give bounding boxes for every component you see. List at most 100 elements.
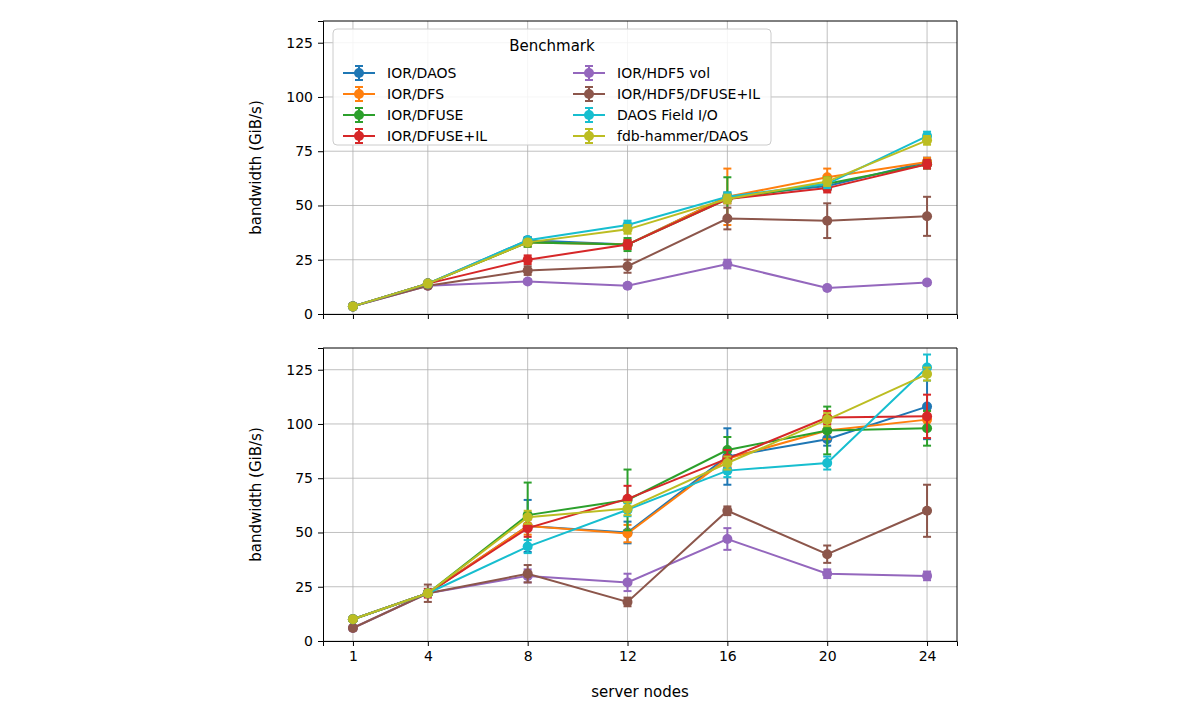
x-tick: 16 (719, 641, 737, 664)
error-bar (524, 255, 532, 264)
error-bar-cap (524, 523, 532, 525)
error-bar (923, 197, 931, 236)
x-tick-mark (827, 314, 828, 319)
grid-line-y (323, 532, 957, 533)
error-bar (624, 574, 632, 591)
y-tick: 75 (295, 470, 323, 486)
y-tick: 125 (286, 35, 323, 51)
y-tick-label: 50 (295, 524, 313, 540)
marker (348, 614, 358, 624)
error-bar (624, 470, 632, 531)
marker (722, 214, 732, 224)
error-bar (524, 540, 532, 553)
error-bar (524, 483, 532, 548)
series-line (353, 162, 927, 306)
legend-errorbar-cap (355, 86, 363, 88)
error-bar-cap (624, 485, 632, 487)
legend-errorbar-cap (585, 79, 593, 81)
legend-label: IOR/DAOS (387, 65, 456, 81)
marker (423, 279, 433, 289)
y-axis: 0255075100125 (286, 22, 323, 322)
y-tick-label: 75 (295, 470, 313, 486)
error-bar (723, 450, 731, 467)
y-tick-mark (318, 97, 323, 98)
legend-errorbar-cap (355, 121, 363, 123)
subplot: 0255075100125bandwidth (GiB/s)BenchmarkI… (247, 21, 958, 322)
marker (523, 237, 533, 247)
subplot: 148121620240255075100125bandwidth (GiB/s… (247, 348, 958, 701)
legend-marker (584, 89, 594, 99)
x-tick (827, 314, 828, 319)
grid (323, 348, 957, 641)
error-bar-cap (624, 529, 632, 531)
error-bar-cap (723, 436, 731, 438)
marker (922, 278, 932, 288)
marker (423, 279, 433, 289)
marker (922, 571, 932, 581)
marker (423, 588, 433, 598)
marker (423, 279, 433, 289)
error-bar (923, 368, 931, 381)
marker (348, 623, 358, 633)
legend-marker (354, 68, 364, 78)
legend-marker (584, 110, 594, 120)
x-tick-label: 4 (424, 648, 433, 664)
error-bar (723, 195, 731, 204)
legend-item: fdb-hammer/DAOS (573, 128, 748, 144)
marker (423, 588, 433, 598)
error-bar-cap (723, 549, 731, 551)
error-bar (624, 502, 632, 515)
y-tick-label: 25 (295, 252, 313, 268)
error-bar-cap (524, 581, 532, 583)
x-tick-label: 24 (919, 648, 937, 664)
x-tick-mark (353, 314, 354, 319)
error-bar (823, 411, 831, 424)
error-bar-cap (823, 562, 831, 564)
legend-title: Benchmark (509, 37, 595, 55)
x-tick-mark (727, 641, 728, 646)
error-bar (823, 177, 831, 190)
series-line (353, 264, 927, 306)
legend-errorbar-cap (585, 121, 593, 123)
marker (348, 301, 358, 311)
x-tick-mark (428, 314, 429, 319)
x-tick-mark (353, 641, 354, 646)
marker (722, 194, 732, 204)
series (348, 197, 932, 312)
grid (323, 21, 957, 314)
error-bar-cap (624, 515, 632, 517)
legend-errorbar-cap (355, 100, 363, 102)
marker (922, 159, 932, 169)
grid-line-y (323, 369, 957, 370)
grid-line-y (323, 205, 957, 206)
legend-errorbar-cap (585, 65, 593, 67)
error-bar-cap (624, 250, 632, 252)
error-bar (524, 511, 532, 524)
series (348, 135, 932, 311)
series-line (353, 511, 927, 628)
marker (922, 211, 932, 221)
error-bar (823, 169, 831, 186)
x-tick (528, 314, 529, 319)
frame-top (323, 348, 957, 349)
series (348, 159, 932, 311)
y-tick-mark (318, 43, 323, 44)
x-axis-line (324, 642, 958, 647)
legend-label: IOR/DFUSE+IL (387, 128, 487, 144)
marker (623, 529, 633, 539)
x-axis (324, 314, 958, 319)
marker (423, 279, 433, 289)
error-bar-cap (624, 501, 632, 503)
error-bar-cap (723, 527, 731, 529)
legend: BenchmarkIOR/DAOSIOR/DFSIOR/DFUSEIOR/DFU… (333, 29, 771, 145)
error-bar (624, 598, 632, 607)
error-bar-cap (524, 564, 532, 566)
error-bar-cap (624, 469, 632, 471)
error-bar (723, 208, 731, 230)
legend-label: IOR/DFUSE (387, 107, 463, 123)
marker (348, 301, 358, 311)
marker (423, 588, 433, 598)
x-tick-mark (927, 314, 928, 319)
x-tick-mark (628, 641, 629, 646)
x-tick-label: 8 (524, 648, 533, 664)
